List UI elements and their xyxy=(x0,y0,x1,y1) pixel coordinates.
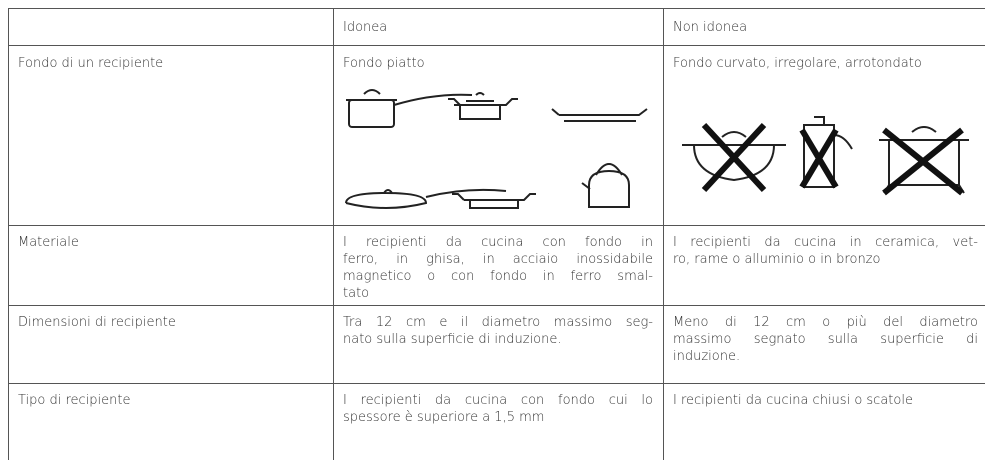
rule xyxy=(8,8,985,9)
row-label: Fondo di un recipiente xyxy=(18,55,323,72)
text-line: I recipienti da cucina chiusi o scatole xyxy=(673,393,913,408)
text-line: Idonea xyxy=(343,20,388,35)
text-line: Dimensioni di recipiente xyxy=(18,315,176,330)
unsuitable-text: Meno di 12 cm o più del diametro massimo … xyxy=(673,314,978,365)
text-line: ferro, in ghisa, in acciaio inossidabile xyxy=(343,252,653,267)
unsuitable-pots xyxy=(682,116,969,196)
suitable-text: Fondo piatto xyxy=(343,55,653,72)
text-line: tato xyxy=(343,286,370,301)
rule xyxy=(333,8,334,460)
text-line: nato sulla superficie di induzione. xyxy=(343,332,562,347)
text-line: Tra 12 cm e il diametro massimo seg- xyxy=(343,315,653,330)
text-line: Fondo di un recipiente xyxy=(18,56,164,71)
text-line: Fondo piatto xyxy=(343,56,425,71)
text-line: Meno di 12 cm o più del diametro xyxy=(673,315,978,330)
suitable-text: I recipienti da cucina con fondo in ferro… xyxy=(343,234,653,302)
text-line: Tipo di recipiente xyxy=(18,393,131,408)
rule xyxy=(8,383,985,384)
row-label: Dimensioni di recipiente xyxy=(18,314,323,331)
suitable-text: Tra 12 cm e il diametro massimo seg-nato… xyxy=(343,314,653,348)
text-line: I recipienti da cucina in ceramica, vet- xyxy=(673,235,978,250)
text-line: massimo segnato sulla superficie di xyxy=(673,332,978,347)
text-line: Fondo curvato, irregolare, arrotondato xyxy=(673,56,922,71)
text-line: spessore è superiore a 1,5 mm xyxy=(343,410,545,425)
unsuitable-text: I recipienti da cucina chiusi o scatole xyxy=(673,392,978,409)
unsuitable-text: I recipienti da cucina in ceramica, vet-… xyxy=(673,234,978,268)
text-line: magnetico o con fondo in ferro smal- xyxy=(343,269,653,284)
column-header: Non idonea xyxy=(673,19,978,36)
text-line: Non idonea xyxy=(673,20,748,35)
text-line: ro, rame o alluminio o in bronzo xyxy=(673,252,881,267)
text-line: I recipienti da cucina con fondo cui lo xyxy=(343,393,653,408)
rule xyxy=(8,225,985,226)
text-line: Materiale xyxy=(18,235,79,250)
rule xyxy=(8,305,985,306)
suitable-pots xyxy=(345,89,648,209)
row-label: Tipo di recipiente xyxy=(18,392,323,409)
column-header: Idonea xyxy=(343,19,653,36)
unsuitable-text: Fondo curvato, irregolare, arrotondato xyxy=(673,55,978,72)
rule xyxy=(8,45,985,46)
text-line: induzione. xyxy=(673,349,741,364)
rule xyxy=(8,8,9,460)
rule xyxy=(663,8,664,460)
suitable-text: I recipienti da cucina con fondo cui lo s… xyxy=(343,392,653,426)
row-label: Materiale xyxy=(18,234,323,251)
text-line: I recipienti da cucina con fondo in xyxy=(343,235,653,250)
